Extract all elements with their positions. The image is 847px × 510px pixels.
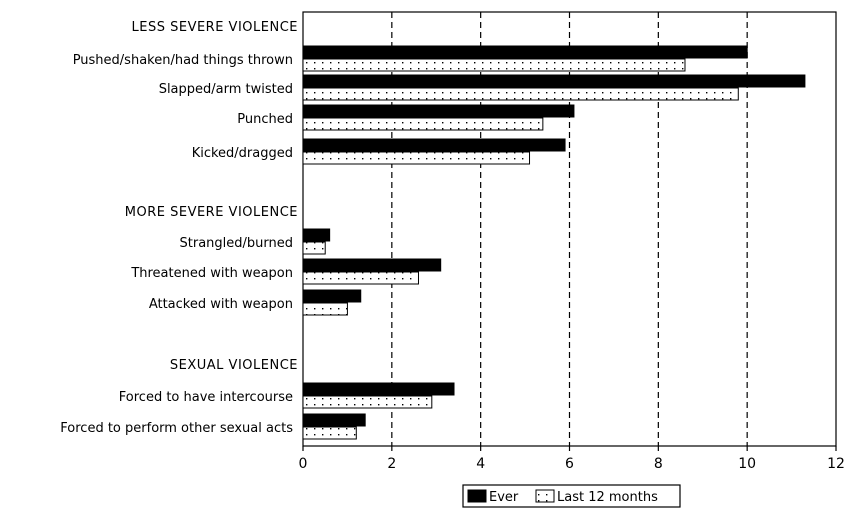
category-label: Pushed/shaken/had things thrown [73, 53, 293, 68]
bar-last-12-months [302, 302, 348, 316]
group-label: LESS SEVERE VIOLENCE [132, 20, 298, 35]
x-tick-label: 10 [738, 456, 756, 472]
legend-label-last-12-months: Last 12 months [557, 490, 658, 505]
category-label: Forced to perform other sexual acts [60, 421, 293, 436]
category-label: Threatened with weapon [130, 266, 293, 281]
bar-ever [302, 74, 806, 88]
bar-ever [302, 228, 331, 242]
bar-last-12-months [302, 151, 531, 165]
category-label: Punched [237, 112, 293, 127]
bar-ever [302, 413, 366, 427]
x-tick-label: 2 [387, 456, 396, 472]
bar-last-12-months [302, 395, 433, 409]
bar-last-12-months [302, 87, 739, 101]
bar-last-12-months [302, 271, 419, 285]
bar-last-12-months [302, 241, 326, 255]
category-label: Forced to have intercourse [119, 390, 293, 405]
group-label: SEXUAL VIOLENCE [170, 358, 298, 373]
bar-last-12-months [302, 117, 544, 131]
x-tick-label: 0 [299, 456, 308, 472]
x-tick-label: 4 [476, 456, 485, 472]
x-tick-label: 6 [565, 456, 574, 472]
bar-ever [302, 258, 442, 272]
category-label: Kicked/dragged [192, 146, 293, 161]
x-tick-label: 12 [827, 456, 845, 472]
category-label: Strangled/burned [180, 236, 294, 251]
bar-ever [302, 104, 575, 118]
bar-ever [302, 289, 362, 303]
bar-ever [302, 382, 455, 396]
category-label: Slapped/arm twisted [159, 82, 293, 97]
category-label: Attacked with weapon [149, 297, 293, 312]
group-label: MORE SEVERE VIOLENCE [125, 205, 298, 220]
x-tick-label: 8 [654, 456, 663, 472]
bar-last-12-months [302, 426, 357, 440]
legend-label-ever: Ever [489, 490, 519, 505]
legend-swatch-ever [467, 489, 487, 503]
bar-ever [302, 138, 566, 152]
legend-box [462, 484, 681, 508]
bar-last-12-months [302, 58, 686, 72]
legend-swatch-last-12-months [535, 489, 555, 503]
bar-ever [302, 45, 748, 59]
